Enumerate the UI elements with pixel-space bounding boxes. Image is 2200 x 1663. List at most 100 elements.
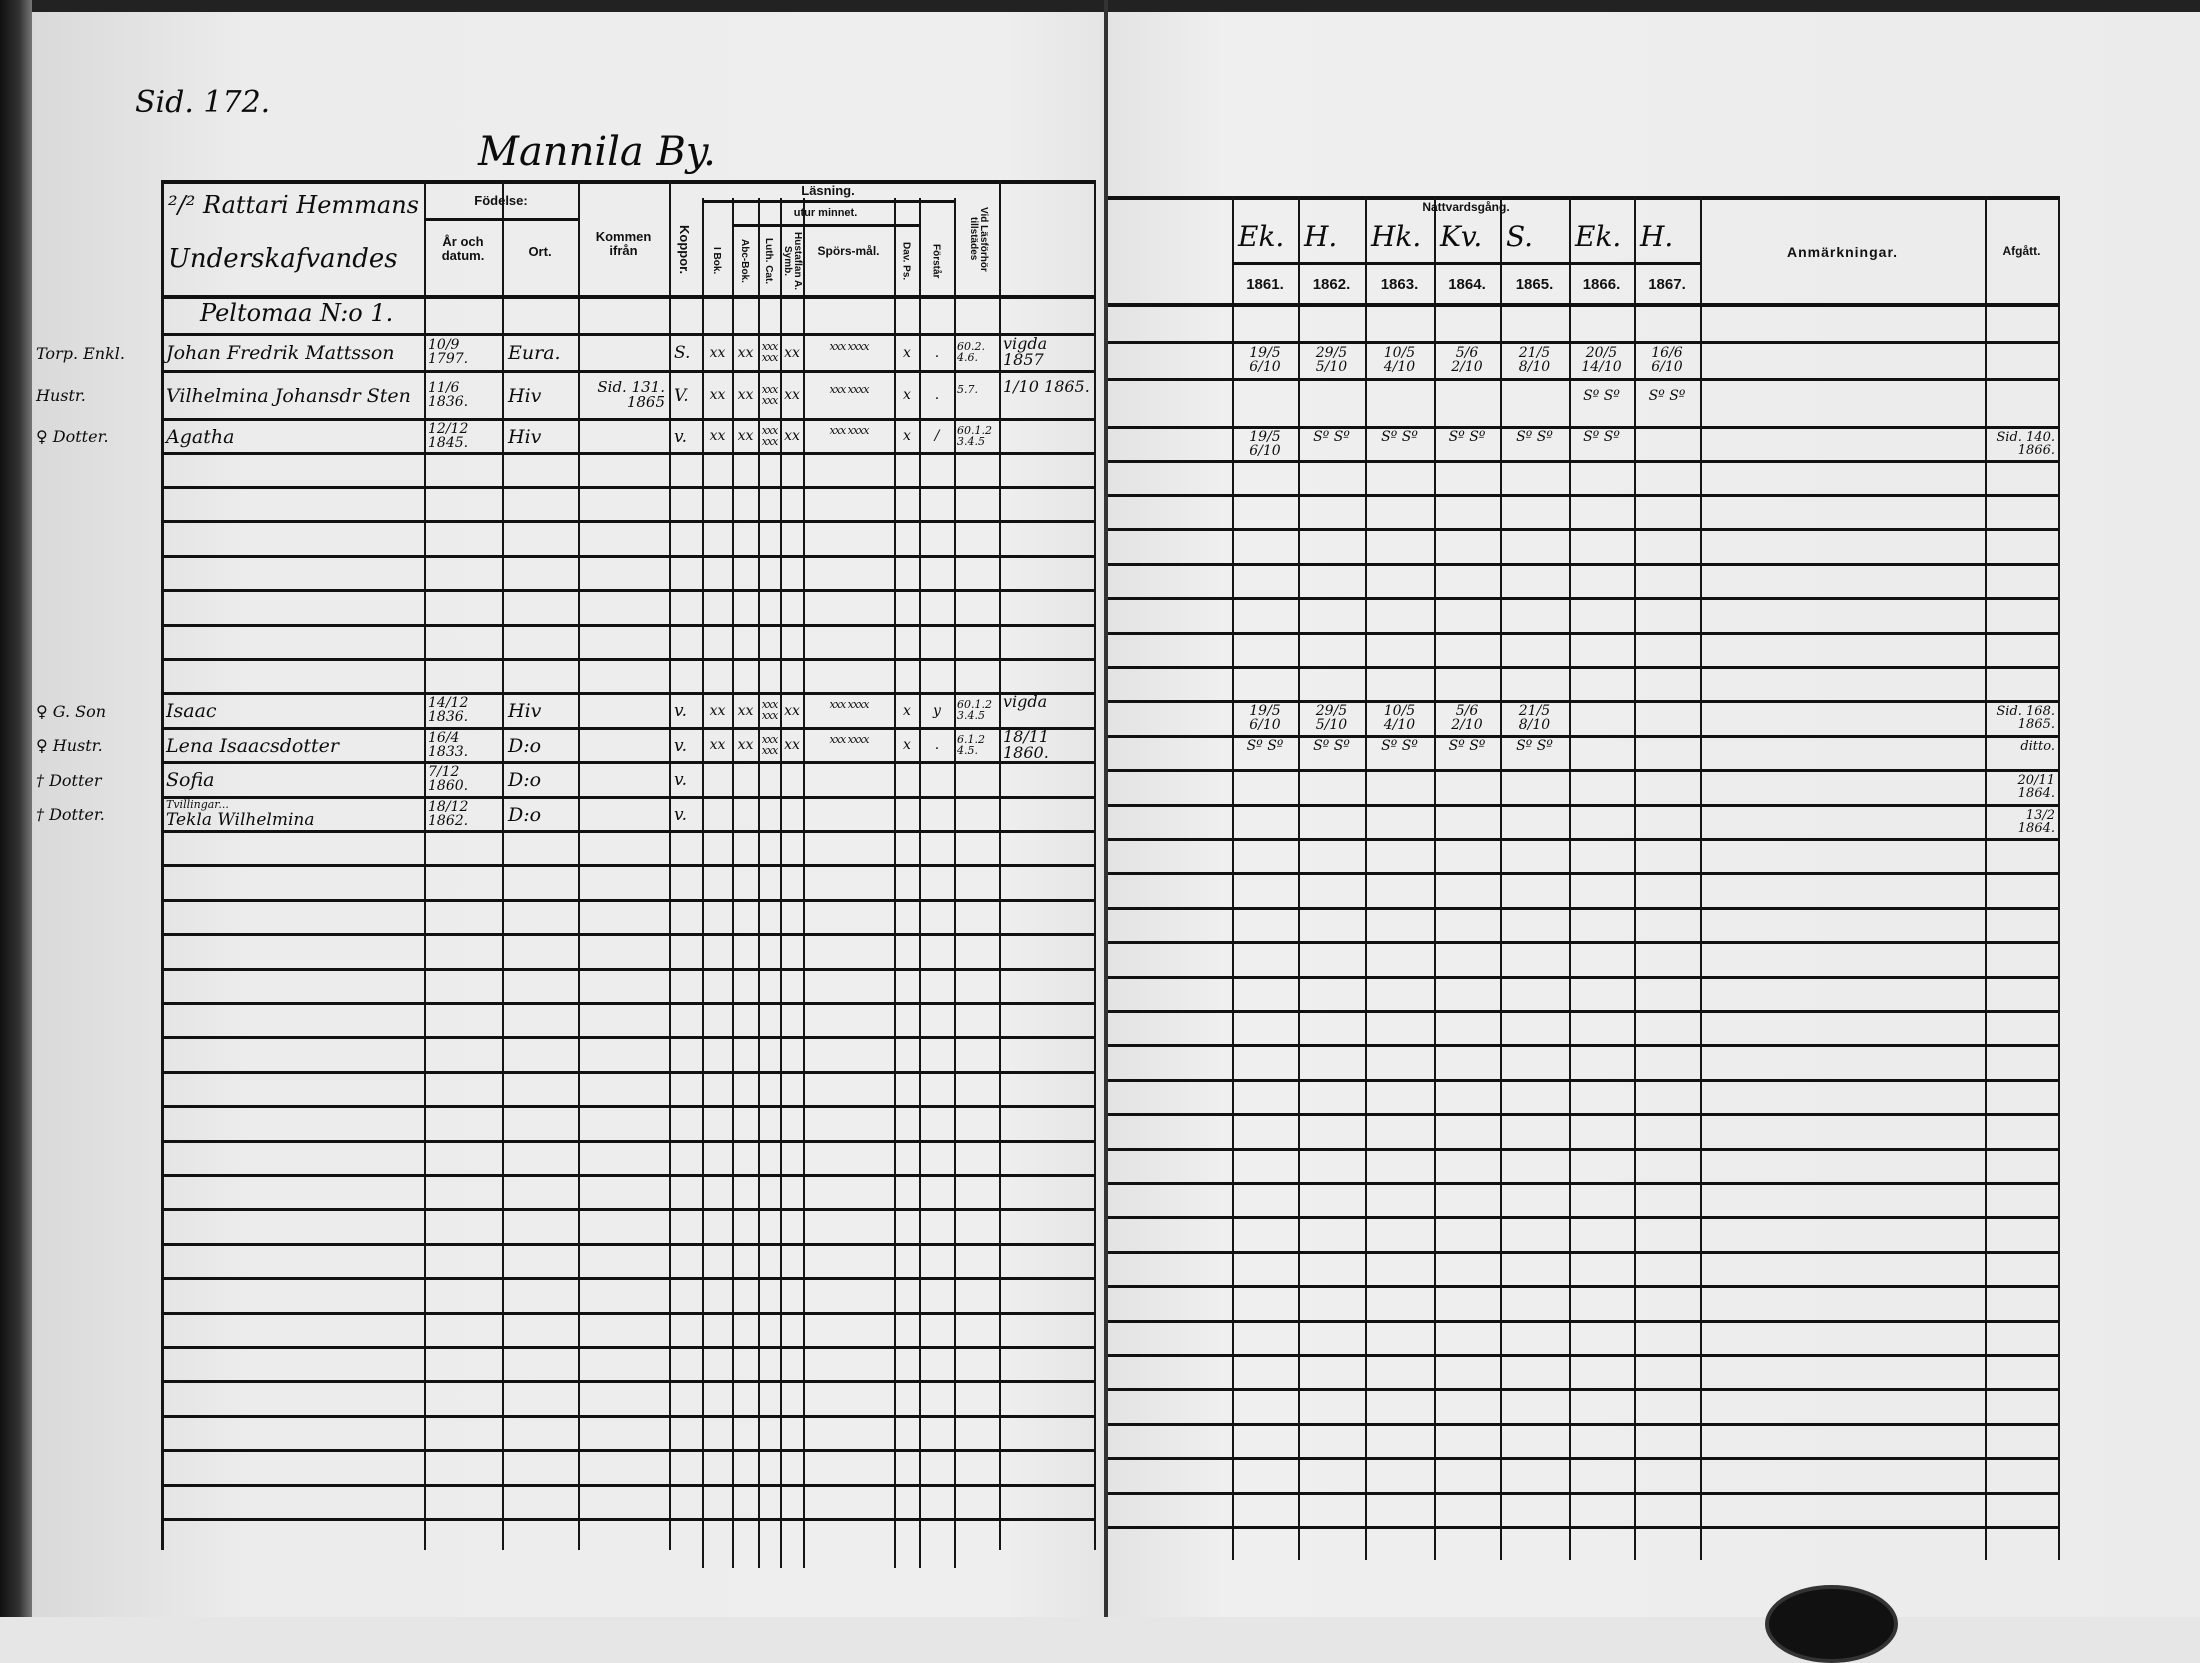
row-reading-mark: xx [709,428,726,445]
row-line [161,968,1094,971]
row-role: † Dotter. [36,805,105,825]
row-line-right [1108,700,2058,703]
row-line-right [1108,494,2058,497]
row-line [161,658,1094,661]
scan-edge-left [0,0,32,1617]
row-line [161,452,1094,455]
row-smallpox: v. [674,804,687,825]
croft-name: Peltomaa N:o 1. [200,299,394,327]
row-line [161,761,1094,764]
row-line-right [1108,1010,2058,1013]
header-luth_cat: Luth. Cat. [763,237,774,285]
row-note: 18/11 1860. [1003,726,1050,762]
row-reading-mark: x [903,387,911,404]
header-abc: Abc-Bok. [739,239,750,283]
row-smallpox: S. [674,343,691,364]
row-name: Sofia [166,769,215,792]
row-birth-place: Hiv [508,700,542,723]
row-line [161,1415,1094,1418]
row-hearing: 60.2. 4.6. [957,340,985,365]
row-line-right [1108,1079,2058,1082]
row-communion-date: Sº Sº [1381,737,1418,754]
row-line-right [1108,1388,2058,1391]
row-line-right [1108,1251,2058,1254]
row-line [161,589,1094,592]
row-role: Torp. Enkl. [36,343,126,363]
row-line-right [1108,1182,2058,1185]
row-reading-mark: xxx xxx [761,423,779,448]
row-line [161,520,1094,523]
row-communion-date: Sº Sº [1583,387,1620,404]
row-departed: 13/2 1864. [2017,807,2055,836]
row-reading-mark: xxx xxxx [829,732,870,746]
communion-group-line [1232,262,1700,265]
row-line-right [1108,735,2058,738]
row-departed: ditto. [2020,738,2055,754]
communion-year: 1864. [1448,276,1486,293]
row-departed: Sid. 140. 1866. [1996,429,2055,458]
table-top-border-right [1108,196,2058,200]
communion-place: Ek. [1238,220,1285,253]
row-reading-mark: xx [709,737,726,754]
row-birth-place: Hiv [508,384,542,407]
row-reading-mark: xx [709,387,726,404]
row-communion-date: Sº Sº [1313,737,1350,754]
header-birth-place: Ort. [528,244,552,259]
row-birth-date: 18/12 1862. [428,798,469,829]
row-line [161,1484,1094,1487]
row-name: Agatha [166,425,235,448]
row-reading-mark: xx [784,428,800,445]
row-line-right [1108,1492,2058,1495]
row-communion-date: 5/6 2/10 [1451,345,1483,376]
row-role: ♀ Hustr. [36,736,103,756]
row-line [161,933,1094,936]
communion-year: 1861. [1246,276,1284,293]
header-came-from: Kommen ifrån [595,229,652,259]
row-reading-mark: xxx xxxx [829,382,870,396]
row-reading-mark: / [934,428,940,445]
row-reading-mark: xxx xxx [761,698,779,723]
header-birth-date: År och datum. [441,234,485,264]
communion-year: 1862. [1312,276,1351,293]
row-line-right [1108,666,2058,669]
birth-group-line [424,218,578,221]
homestead-name: ²/² Rattari Hemmans [168,191,419,219]
row-line-right [1108,460,2058,463]
row-line [161,692,1094,695]
row-line-right [1108,632,2058,635]
row-reading-mark: xx [784,702,800,719]
column-divider [2058,196,2060,1560]
row-reading-mark: xxx xxx [761,382,779,407]
archive-stamp [1765,1585,1898,1663]
reading-group-line [702,200,954,203]
row-came-from: Sid. 131. 1865 [597,377,665,411]
row-line [161,1346,1094,1349]
row-line-right [1108,1216,2058,1219]
row-smallpox: v. [674,426,687,447]
column-divider [894,198,896,1568]
communion-year: 1865. [1515,276,1554,293]
row-reading-mark: xxx xxxx [829,423,870,437]
row-line [161,624,1094,627]
communion-year: 1866. [1582,276,1621,293]
row-name: Vilhelmina Johansdr Sten [166,384,411,407]
row-communion-date: Sº Sº [1381,428,1418,445]
row-reading-mark: x [903,344,911,361]
communion-place: Ek. [1575,220,1622,253]
header-hustaflan: Hustaflan A. Symb. [782,232,803,290]
row-communion-date: Sº Sº [1313,428,1350,445]
row-communion-date: 16/6 6/10 [1651,345,1683,376]
header-reading: Läsning. [801,183,855,198]
row-name: Johan Fredrik Mattsson [166,342,395,365]
row-line [161,899,1094,902]
village-name: Mannila By. [478,129,716,175]
row-line-right [1108,341,2058,344]
row-birth-date: 11/6 1836. [428,379,469,410]
row-line-right [1108,838,2058,841]
row-communion-date: 5/6 2/10 [1451,703,1483,734]
row-line [161,1277,1094,1280]
column-divider [1298,196,1300,1560]
row-reading-mark: xx [784,344,800,361]
row-line [161,727,1094,730]
row-reading-mark: x [903,702,911,719]
